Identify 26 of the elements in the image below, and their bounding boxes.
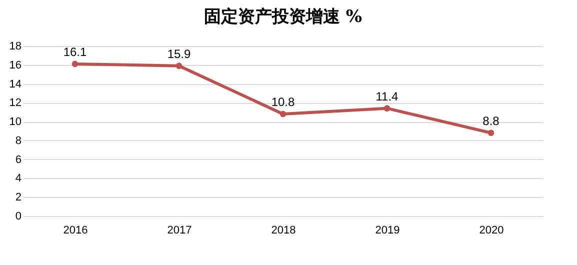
x-tick-label: 2018 xyxy=(271,224,296,236)
data-label: 11.4 xyxy=(376,89,399,104)
point xyxy=(72,60,78,68)
x-tick-label: 2019 xyxy=(375,224,400,236)
y-tick-label: 10 xyxy=(9,116,22,128)
point xyxy=(488,130,494,136)
y-tick-label: 8 xyxy=(15,134,22,147)
x-tick-label: 2017 xyxy=(167,224,192,236)
point xyxy=(176,62,182,69)
y-tick-label: 6 xyxy=(15,154,22,166)
data-label: 8.8 xyxy=(482,114,500,128)
y-tick-label: 16 xyxy=(9,59,22,72)
y-tick-label: 12 xyxy=(9,97,22,110)
point xyxy=(280,110,286,118)
chart-title: 固定资产投资增速 % xyxy=(204,7,362,27)
x-tick-label: 2020 xyxy=(479,224,504,236)
y-tick-label: 18 xyxy=(9,40,22,52)
x-tick-label: 2016 xyxy=(63,224,88,236)
data-label: 10.8 xyxy=(271,95,295,109)
data-label: 15.9 xyxy=(167,46,191,61)
y-tick-label: 2 xyxy=(15,192,22,204)
point xyxy=(384,105,390,112)
y-tick-label: 14 xyxy=(9,78,22,90)
y-tick-label: 4 xyxy=(15,172,22,185)
y-tick-label: 0 xyxy=(15,210,22,222)
data-label: 16.1 xyxy=(63,44,87,59)
